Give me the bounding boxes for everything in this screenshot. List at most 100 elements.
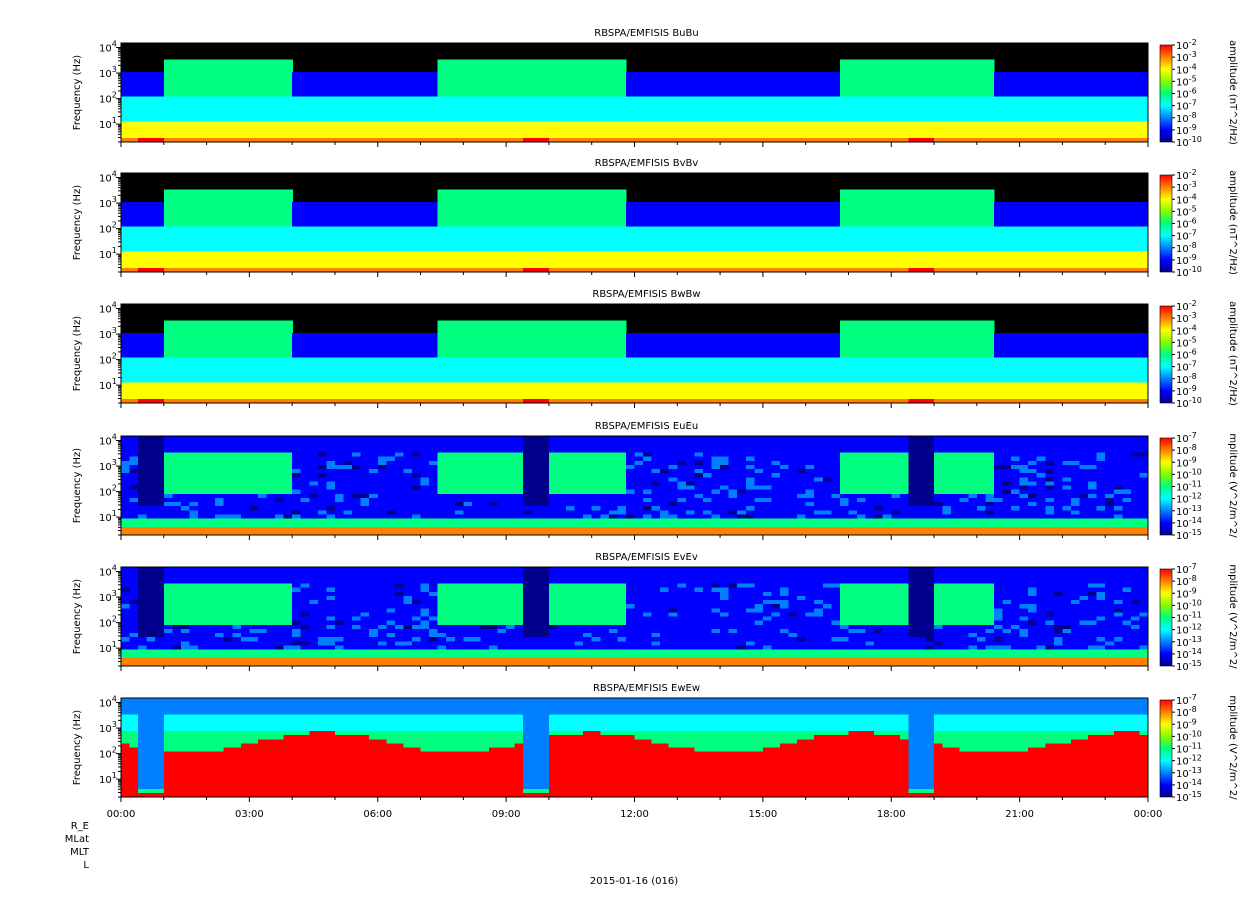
spectrogram-cell — [1130, 234, 1141, 240]
spectrogram-cell — [566, 263, 576, 269]
spectrogram-cell — [266, 382, 276, 388]
spectrogram-cell — [771, 259, 781, 265]
spectrogram-cell — [891, 259, 901, 265]
spectrogram-cell — [788, 247, 798, 252]
spectrogram-cell — [1036, 121, 1046, 127]
spectrogram-cell — [839, 88, 850, 94]
spectrogram-cell — [360, 100, 370, 106]
spectrogram-cell — [180, 218, 191, 224]
spectrogram-cell — [1053, 92, 1064, 98]
spectrogram-cell — [1113, 100, 1123, 106]
spectrogram-cell — [968, 76, 978, 81]
spectrogram-cell — [779, 230, 790, 236]
spectrogram-cell — [129, 76, 139, 81]
spectrogram-cell — [934, 189, 944, 195]
spectrogram-cell — [257, 357, 268, 363]
spectrogram-cell — [831, 243, 841, 248]
spectrogram-cell — [1070, 230, 1081, 236]
spectrogram-cell — [865, 109, 875, 114]
spectrogram-cell — [540, 80, 550, 85]
spectrogram-cell — [951, 137, 961, 143]
spectrogram-cell — [831, 247, 841, 252]
spectrogram-cell — [985, 121, 995, 127]
spectrogram-cell — [497, 117, 507, 122]
spectrogram-cell — [976, 218, 986, 224]
spectrogram-cell — [788, 243, 798, 248]
spectrogram-cell — [583, 104, 593, 110]
spectrogram-cell — [275, 59, 285, 65]
spectrogram-cell — [189, 353, 199, 359]
spectrogram-cell — [685, 239, 696, 244]
spectrogram-cell — [925, 63, 935, 69]
spectrogram-cell — [848, 243, 858, 248]
spectrogram-cell — [531, 71, 541, 77]
spectrogram-cell — [489, 100, 499, 106]
spectrogram-cell — [694, 84, 704, 89]
spectrogram-cell — [146, 206, 156, 211]
spectrogram-cell — [942, 197, 952, 203]
spectrogram-cell — [369, 76, 379, 81]
spectrogram-cell — [257, 378, 268, 383]
spectrogram-cell — [934, 226, 944, 232]
spectrogram-cell — [865, 247, 875, 252]
spectrogram-cell — [968, 109, 978, 114]
spectrogram-cell — [317, 226, 327, 232]
spectrogram-cell — [1062, 210, 1072, 215]
spectrogram-cell — [976, 76, 986, 81]
spectrogram-cell — [420, 255, 430, 261]
spectrogram-cell — [317, 133, 327, 139]
spectrogram-cell — [634, 226, 644, 232]
spectrogram-cell — [497, 234, 507, 240]
spectrogram-cell — [506, 189, 516, 195]
spectrogram-cell — [172, 193, 182, 199]
spectrogram-cell — [899, 234, 909, 240]
spectrogram-cell — [446, 234, 456, 240]
spectrogram-cell — [942, 226, 952, 232]
spectrogram-cell — [420, 137, 430, 143]
spectrogram-cell — [976, 226, 986, 232]
spectrogram-cell — [1139, 125, 1149, 131]
spectrogram-cell — [1079, 88, 1089, 94]
spectrogram-cell — [762, 255, 773, 261]
spectrogram-cell — [386, 210, 396, 215]
spectrogram-cell — [976, 92, 986, 98]
spectrogram-cell — [292, 121, 302, 127]
spectrogram-cell — [1079, 259, 1089, 265]
spectrogram-cell — [634, 206, 644, 211]
spectrogram-cell — [1053, 129, 1064, 135]
spectrogram-cell — [822, 133, 832, 139]
spectrogram-cell — [728, 234, 738, 240]
spectrogram-cell — [206, 341, 216, 346]
spectrogram-cell — [471, 59, 482, 65]
spectrogram-cell — [1079, 125, 1089, 131]
spectrogram-cell — [643, 218, 653, 224]
spectrogram-cell — [600, 92, 610, 98]
spectrogram-cell — [942, 121, 952, 127]
spectrogram-cell — [548, 222, 559, 228]
spectrogram-cell — [959, 104, 969, 110]
spectrogram-cell — [942, 247, 952, 252]
spectrogram-cell — [643, 92, 653, 98]
spectrogram-cell — [1019, 214, 1029, 219]
spectrogram-cell — [608, 197, 618, 203]
spectrogram-cell — [206, 259, 216, 265]
spectrogram-cell — [608, 251, 618, 257]
spectrogram-cell — [771, 80, 781, 85]
spectrogram-cell — [882, 67, 892, 73]
spectrogram-cell — [129, 121, 139, 127]
spectrogram-cell — [180, 210, 191, 215]
spectrogram-cell — [215, 374, 225, 379]
spectrogram-cell — [1011, 259, 1021, 265]
spectrogram-cell — [951, 80, 961, 85]
spectrogram-cell — [822, 210, 832, 215]
spectrogram-cell — [138, 206, 148, 211]
spectrogram-cell — [206, 267, 216, 273]
spectrogram-cell — [283, 222, 293, 228]
spectrogram-cell — [1002, 117, 1012, 122]
spectrogram-cell — [1113, 210, 1123, 215]
spectrogram-cell — [309, 84, 319, 89]
spectrogram-cell — [429, 109, 439, 114]
spectrogram-cell — [343, 84, 353, 89]
spectrogram-cell — [934, 234, 944, 240]
spectrogram-cell — [172, 80, 182, 85]
